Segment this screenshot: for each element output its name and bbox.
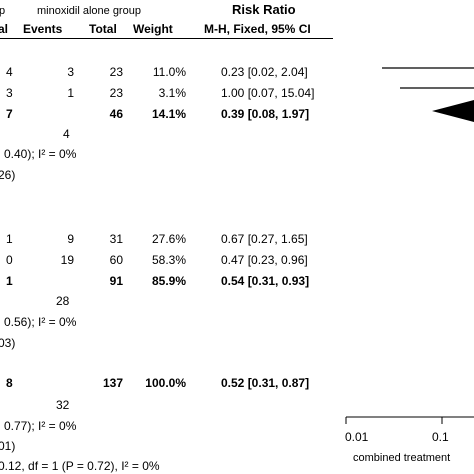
overall-effect-text: 26) — [0, 168, 16, 182]
overall-effect-text: 03) — [0, 336, 16, 350]
overall-effect-text: 01) — [0, 439, 16, 453]
col-weight: Weight — [133, 22, 173, 36]
group-label: minoxidil alone group — [37, 5, 141, 17]
axis-label: combined treatment — [353, 452, 451, 464]
header-divider — [0, 38, 333, 39]
heterogeneity-text: 0.77); I² = 0% — [4, 419, 77, 433]
subtotal-diamond-1 — [432, 100, 474, 122]
subgroup-difference-text: 0.12, df = 1 (P = 0.72), I² = 0% — [0, 459, 160, 473]
risk-ratio-title: Risk Ratio — [232, 2, 296, 17]
events-total: 4 — [63, 127, 70, 141]
events-total: 32 — [56, 398, 70, 412]
col-left-fragment: al — [0, 22, 9, 36]
header-left-fragment: p — [0, 5, 6, 17]
axis-tick-label: 0.1 — [432, 430, 449, 444]
events-total: 28 — [56, 294, 70, 308]
heterogeneity-text: 0.56); I² = 0% — [4, 315, 77, 329]
col-total: Total — [89, 22, 117, 36]
col-events: Events — [23, 22, 63, 36]
col-method: M-H, Fixed, 95% CI — [204, 22, 311, 36]
axis-tick-label: 0.01 — [345, 430, 369, 444]
heterogeneity-text: 0.40); I² = 0% — [4, 147, 77, 161]
